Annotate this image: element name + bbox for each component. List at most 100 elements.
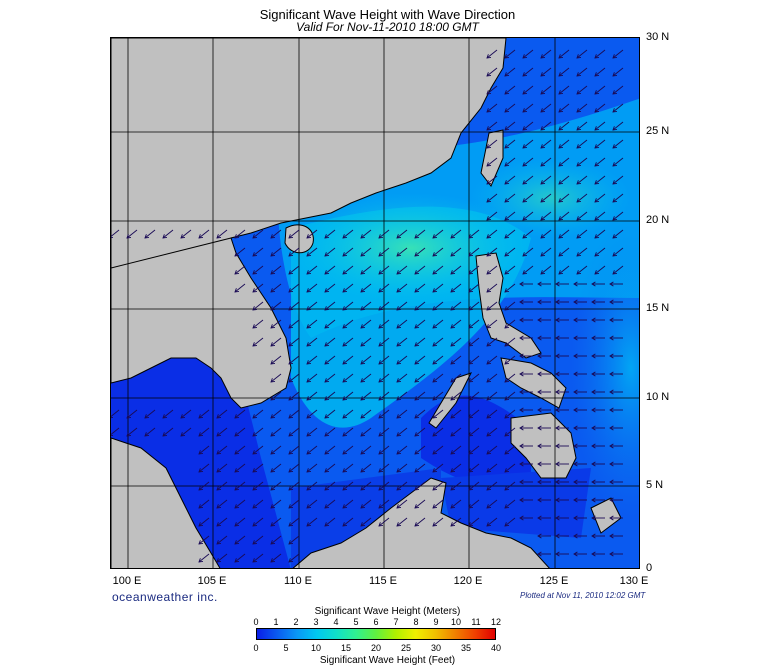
wave-arrow-head	[252, 270, 258, 275]
wave-arrow	[504, 391, 516, 401]
colorbar-meter-label: 12	[490, 617, 502, 627]
wave-arrow-head	[537, 299, 542, 305]
wave-arrow	[216, 553, 228, 563]
wave-arrow	[306, 247, 318, 257]
lon-label-110e: 110 E	[284, 575, 312, 587]
wave-arrow	[360, 427, 372, 437]
wave-arrow	[306, 445, 318, 455]
wave-arrow	[594, 193, 606, 203]
wave-arrow-head	[288, 540, 294, 545]
wave-arrow-head	[558, 180, 564, 185]
wave-arrow-head	[306, 432, 312, 437]
wave-arrow-head	[324, 378, 330, 383]
wave-arrow-head	[576, 144, 582, 149]
wave-arrow	[504, 247, 516, 257]
wave-arrow	[540, 121, 552, 131]
wave-arrow	[270, 301, 282, 311]
wave-arrow	[288, 337, 300, 347]
wave-arrow	[270, 481, 282, 491]
wave-arrow-head	[342, 396, 348, 401]
wave-arrow	[378, 463, 390, 473]
lat-lon-grid	[111, 38, 639, 568]
wave-arrow-head	[522, 144, 528, 149]
wave-arrow-head	[396, 306, 402, 311]
wave-arrow-head	[504, 252, 510, 257]
wave-arrow-head	[558, 216, 564, 221]
wave-arrow-head	[288, 288, 294, 293]
wave-arrow-head	[576, 126, 582, 131]
wave-arrow	[450, 337, 462, 347]
wave-arrow	[522, 103, 534, 113]
wave-arrow	[270, 391, 282, 401]
wave-arrow	[252, 247, 264, 257]
wave-arrow-head	[540, 162, 546, 167]
wave-arrow	[198, 229, 210, 239]
wave-arrow-head	[555, 425, 560, 431]
wave-arrow-head	[450, 396, 456, 401]
wave-arrow	[414, 265, 426, 275]
wave-arrow-head	[504, 324, 510, 329]
wave-arrow-head	[414, 432, 420, 437]
wave-arrow-head	[486, 504, 492, 509]
wave-arrow	[432, 337, 444, 347]
wave-arrow-head	[450, 252, 456, 257]
wave-arrow	[432, 445, 444, 455]
wave-arrow-head	[216, 540, 222, 545]
wave-arrow	[612, 193, 624, 203]
wave-arrow-head	[306, 234, 312, 239]
wave-arrow	[450, 481, 462, 491]
wave-arrow	[468, 517, 480, 527]
wave-arrow-head	[378, 504, 384, 509]
wave-arrow-head	[504, 486, 510, 491]
wave-arrow	[270, 319, 282, 329]
wave-arrow-head	[591, 515, 596, 521]
wave-arrow	[288, 517, 300, 527]
wave-arrow-head	[252, 450, 258, 455]
wave-arrow-head	[162, 414, 168, 419]
wave-arrow-head	[594, 54, 600, 59]
colorbar-meter-label: 0	[253, 617, 259, 627]
wave-arrow-head	[396, 432, 402, 437]
wave-arrow-head	[504, 396, 510, 401]
wave-arrow-head	[378, 468, 384, 473]
wave-arrow-head	[270, 450, 276, 455]
wave-arrow	[486, 193, 498, 203]
wave-arrow	[450, 229, 462, 239]
wave-arrow-head	[306, 486, 312, 491]
wave-arrow-head	[270, 504, 276, 509]
wave-arrow	[486, 67, 498, 77]
wave-arrow	[234, 283, 246, 293]
wave-arrow-head	[234, 540, 240, 545]
map-subtitle: Valid For Nov-11-2010 18:00 GMT	[296, 20, 479, 34]
wave-arrow	[306, 373, 318, 383]
wave-arrow	[576, 49, 588, 59]
lon-label-120e: 120 E	[453, 575, 483, 587]
wave-arrow	[486, 103, 498, 113]
wave-arrow-head	[591, 533, 596, 539]
wave-arrow-head	[378, 396, 384, 401]
wave-arrow-head	[270, 288, 276, 293]
wave-arrow-head	[537, 533, 542, 539]
wave-arrow	[504, 193, 516, 203]
wave-arrow-head	[522, 198, 528, 203]
wave-arrow-head	[555, 335, 560, 341]
wave-arrow	[432, 517, 444, 527]
wave-arrow-head	[537, 335, 542, 341]
wave-arrow-head	[486, 54, 492, 59]
wave-arrow	[234, 553, 246, 563]
wave-arrow	[432, 265, 444, 275]
wave-arrow	[234, 409, 246, 419]
wave-arrow-head	[360, 432, 366, 437]
wave-arrow	[486, 355, 498, 365]
wave-arrow-head	[612, 126, 618, 131]
wave-arrow-head	[591, 317, 596, 323]
wave-arrow-head	[252, 468, 258, 473]
wave-arrow-head	[270, 396, 276, 401]
wave-arrow	[558, 121, 570, 131]
wave-arrow-head	[288, 450, 294, 455]
colorbar-feet-label: 0	[253, 643, 259, 653]
wave-arrow	[342, 391, 354, 401]
colorbar-feet-label: 5	[283, 643, 289, 653]
wave-arrow	[396, 481, 408, 491]
wave-arrow-head	[288, 306, 294, 311]
